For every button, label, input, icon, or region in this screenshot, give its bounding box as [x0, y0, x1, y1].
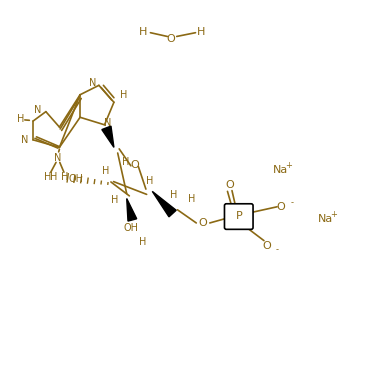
Text: H: H [122, 158, 130, 167]
Polygon shape [102, 126, 114, 147]
Text: H: H [102, 167, 110, 176]
Text: N: N [54, 153, 61, 163]
Text: H: H [17, 114, 25, 124]
Text: H: H [139, 27, 147, 37]
Text: -: - [276, 245, 279, 254]
Text: +: + [285, 161, 292, 170]
Text: H: H [197, 27, 205, 37]
Text: +: + [330, 210, 337, 219]
Text: H: H [111, 196, 118, 205]
Text: OH: OH [68, 174, 83, 184]
Text: H: H [120, 90, 127, 100]
Text: H: H [44, 172, 52, 182]
Text: H: H [146, 176, 153, 186]
Text: O: O [277, 202, 286, 212]
Text: N: N [104, 118, 111, 128]
Text: P: P [235, 211, 242, 221]
Text: Na: Na [318, 214, 333, 224]
FancyBboxPatch shape [224, 204, 253, 230]
Text: H: H [50, 172, 57, 182]
Text: O: O [225, 180, 234, 190]
Text: H: H [170, 190, 178, 200]
Polygon shape [127, 199, 137, 221]
Text: N: N [21, 135, 29, 145]
Text: O: O [130, 160, 139, 170]
Text: N: N [89, 79, 97, 88]
Text: OH: OH [124, 223, 139, 233]
Text: O: O [199, 218, 208, 228]
Text: H: H [139, 237, 147, 248]
Text: N: N [34, 105, 41, 115]
Text: O: O [167, 34, 176, 44]
Text: H: H [61, 172, 69, 182]
Text: O: O [262, 240, 271, 251]
Text: H: H [188, 194, 196, 204]
Text: -: - [290, 199, 293, 208]
Polygon shape [152, 191, 176, 217]
Text: Na: Na [273, 165, 288, 175]
